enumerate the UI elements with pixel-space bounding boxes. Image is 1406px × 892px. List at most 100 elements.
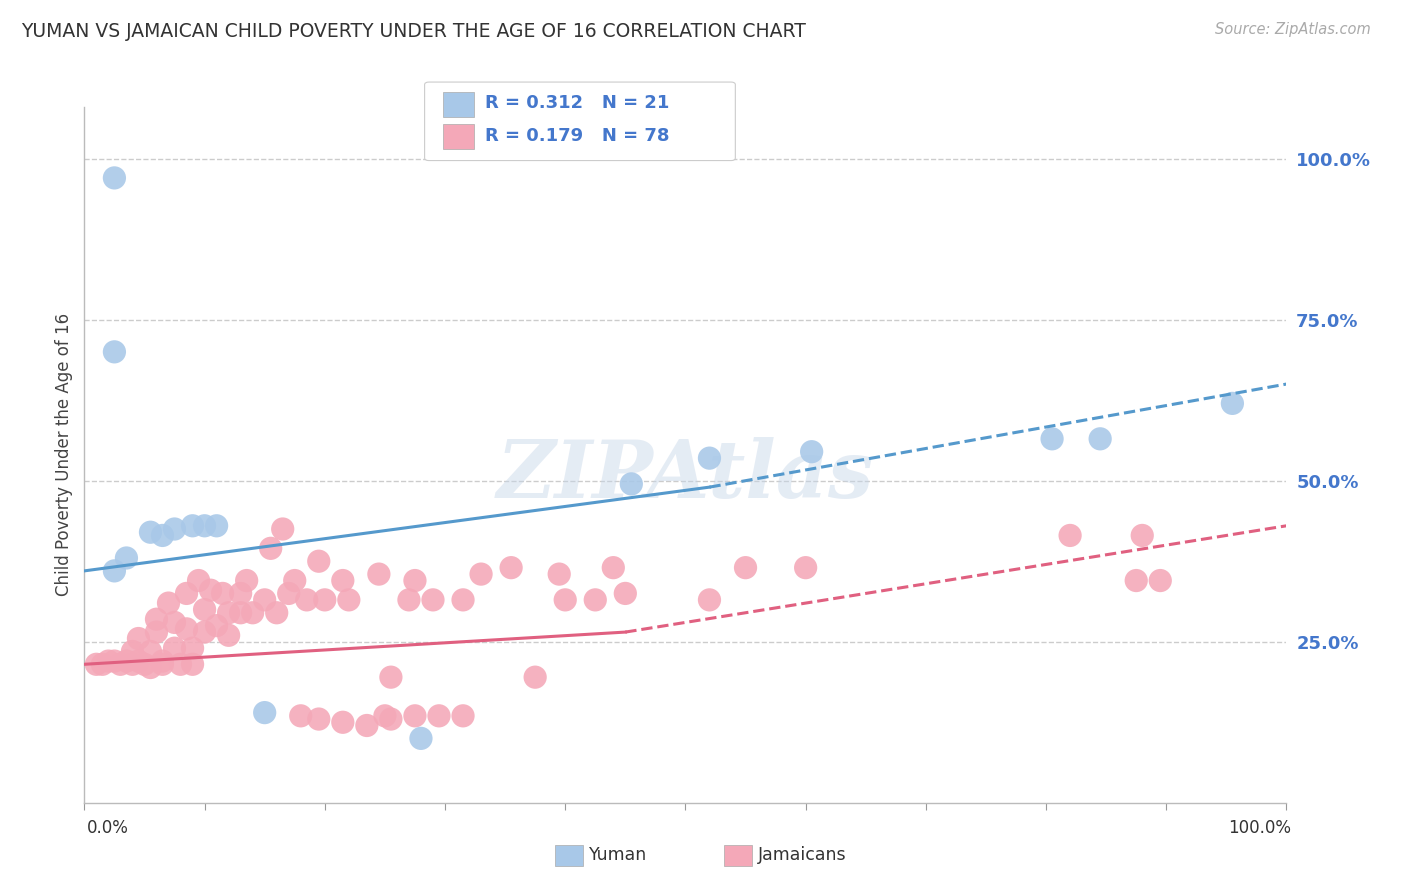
Point xyxy=(1040,432,1063,446)
Point xyxy=(229,586,252,600)
Point xyxy=(157,596,180,610)
Point xyxy=(103,170,125,185)
Point xyxy=(218,606,240,620)
Point xyxy=(163,641,186,656)
Point xyxy=(205,518,228,533)
Point xyxy=(181,657,204,672)
Point xyxy=(422,592,444,607)
Point xyxy=(235,574,257,588)
Point xyxy=(800,444,823,458)
Point xyxy=(152,528,174,542)
Text: YUMAN VS JAMAICAN CHILD POVERTY UNDER THE AGE OF 16 CORRELATION CHART: YUMAN VS JAMAICAN CHILD POVERTY UNDER TH… xyxy=(21,22,806,41)
Point xyxy=(181,641,204,656)
Point xyxy=(583,592,606,607)
Point xyxy=(115,654,138,668)
Point xyxy=(404,574,426,588)
Point xyxy=(139,644,162,658)
Point xyxy=(205,618,228,632)
Point xyxy=(380,712,402,726)
Point xyxy=(253,592,276,607)
Point xyxy=(110,657,132,672)
Text: Yuman: Yuman xyxy=(589,846,647,863)
Point xyxy=(103,654,125,668)
Point xyxy=(121,657,143,672)
Point xyxy=(115,551,138,566)
Point xyxy=(181,518,204,533)
Text: 0.0%: 0.0% xyxy=(87,819,129,837)
Point xyxy=(194,602,217,616)
Point xyxy=(194,518,217,533)
Point xyxy=(470,567,492,582)
Point xyxy=(145,612,167,626)
Point xyxy=(374,708,396,723)
Text: Source: ZipAtlas.com: Source: ZipAtlas.com xyxy=(1215,22,1371,37)
Point xyxy=(121,644,143,658)
Point xyxy=(451,592,474,607)
Point xyxy=(451,708,474,723)
Text: Jamaicans: Jamaicans xyxy=(758,846,846,863)
Point xyxy=(332,715,354,730)
Point xyxy=(314,592,336,607)
Point xyxy=(290,708,312,723)
Point xyxy=(97,654,120,668)
Point xyxy=(620,476,643,491)
Point xyxy=(200,583,222,598)
Point xyxy=(271,522,294,536)
Point xyxy=(169,657,191,672)
Point xyxy=(295,592,318,607)
Text: ZIPAtlas: ZIPAtlas xyxy=(496,437,875,515)
Point xyxy=(86,657,108,672)
Point xyxy=(253,706,276,720)
Point xyxy=(548,567,571,582)
Point xyxy=(277,586,299,600)
Point xyxy=(91,657,114,672)
Point xyxy=(308,712,330,726)
Point xyxy=(266,606,288,620)
Point xyxy=(1088,432,1111,446)
Point xyxy=(337,592,360,607)
Point xyxy=(1059,528,1081,542)
Point xyxy=(229,606,252,620)
Point xyxy=(194,625,217,640)
Point xyxy=(404,708,426,723)
Point xyxy=(163,615,186,630)
Point xyxy=(260,541,283,556)
Point xyxy=(308,554,330,568)
Point xyxy=(218,628,240,642)
Point xyxy=(1149,574,1171,588)
Text: R = 0.312   N = 21: R = 0.312 N = 21 xyxy=(485,95,669,112)
Point xyxy=(699,592,721,607)
Point xyxy=(139,660,162,674)
Point xyxy=(1222,396,1244,410)
Point xyxy=(367,567,389,582)
Point xyxy=(398,592,420,607)
Text: R = 0.179   N = 78: R = 0.179 N = 78 xyxy=(485,127,669,145)
Point xyxy=(127,632,149,646)
Point xyxy=(356,718,378,732)
Point xyxy=(614,586,637,600)
Point xyxy=(139,525,162,540)
Point xyxy=(1130,528,1153,542)
Point xyxy=(163,522,186,536)
Point xyxy=(380,670,402,684)
Point xyxy=(501,560,523,574)
Point xyxy=(134,657,156,672)
Point xyxy=(211,586,233,600)
Point xyxy=(602,560,624,574)
Point xyxy=(427,708,450,723)
Point xyxy=(284,574,307,588)
Point xyxy=(152,657,174,672)
Point xyxy=(332,574,354,588)
Y-axis label: Child Poverty Under the Age of 16: Child Poverty Under the Age of 16 xyxy=(55,313,73,597)
Point xyxy=(242,606,264,620)
Point xyxy=(187,574,209,588)
Point xyxy=(103,344,125,359)
Point xyxy=(554,592,576,607)
Point xyxy=(103,564,125,578)
Point xyxy=(176,622,198,636)
Point xyxy=(699,451,721,466)
Point xyxy=(145,625,167,640)
Point xyxy=(176,586,198,600)
Point xyxy=(734,560,756,574)
Text: 100.0%: 100.0% xyxy=(1227,819,1291,837)
